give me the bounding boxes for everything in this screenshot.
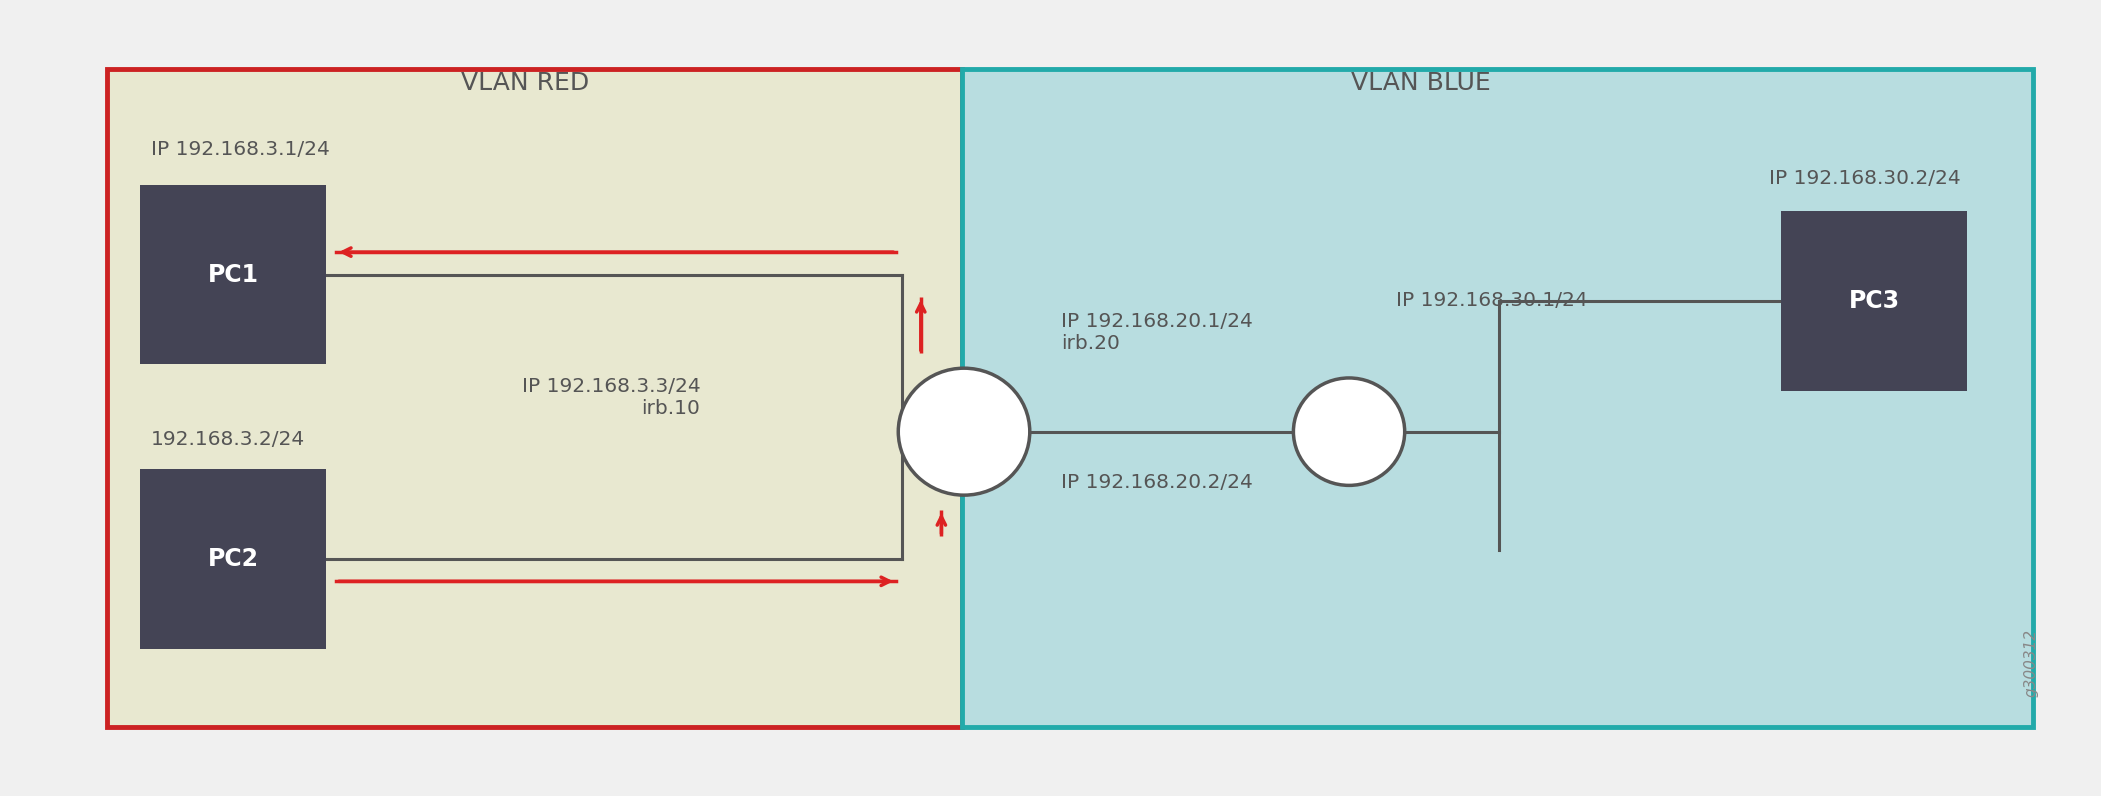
Text: 192.168.3.2/24: 192.168.3.2/24 [151, 430, 305, 449]
Text: PC2: PC2 [208, 547, 258, 571]
Ellipse shape [899, 369, 1029, 495]
Ellipse shape [1294, 378, 1406, 486]
Text: IP 192.168.30.1/24: IP 192.168.30.1/24 [1397, 291, 1588, 310]
FancyBboxPatch shape [141, 185, 326, 365]
FancyBboxPatch shape [1782, 211, 1967, 391]
FancyBboxPatch shape [962, 68, 2032, 728]
FancyBboxPatch shape [141, 469, 326, 649]
Text: VLAN RED: VLAN RED [462, 71, 590, 95]
FancyBboxPatch shape [107, 68, 962, 728]
Text: VLAN BLUE: VLAN BLUE [1351, 71, 1492, 95]
Text: IP 192.168.30.2/24: IP 192.168.30.2/24 [1769, 170, 1960, 189]
Text: IP 192.168.20.1/24
irb.20: IP 192.168.20.1/24 irb.20 [1061, 312, 1252, 353]
Text: IP 192.168.3.3/24
irb.10: IP 192.168.3.3/24 irb.10 [521, 377, 700, 419]
Text: PC1: PC1 [208, 263, 258, 287]
Text: g300312: g300312 [2023, 629, 2038, 697]
Text: IP 192.168.20.2/24: IP 192.168.20.2/24 [1061, 473, 1252, 492]
Text: PC3: PC3 [1849, 289, 1899, 313]
Text: IP 192.168.3.1/24: IP 192.168.3.1/24 [151, 139, 330, 158]
